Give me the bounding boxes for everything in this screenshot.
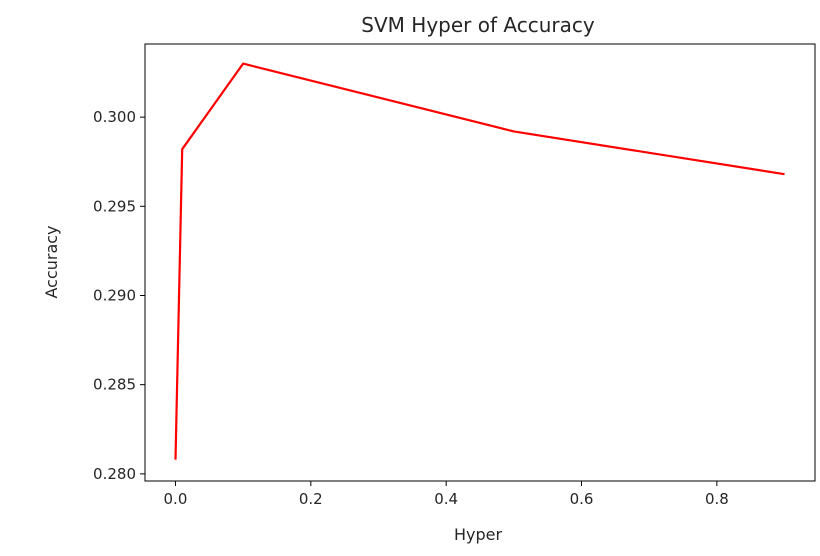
x-tick-label: 0.4 xyxy=(434,490,458,508)
x-axis-label: Hyper xyxy=(454,525,503,544)
x-tick-label: 0.8 xyxy=(705,490,729,508)
chart-title: SVM Hyper of Accuracy xyxy=(361,13,595,37)
y-axis-label: Accuracy xyxy=(42,225,61,298)
x-tick-label: 0.6 xyxy=(570,490,594,508)
series-line-0 xyxy=(174,62,785,460)
x-tick-label: 0.2 xyxy=(299,490,323,508)
y-tick-label: 0.280 xyxy=(93,465,136,483)
y-tick-label: 0.290 xyxy=(93,286,136,304)
x-tick-label: 0.0 xyxy=(164,490,188,508)
y-tick-label: 0.300 xyxy=(93,108,136,126)
plot-area xyxy=(144,43,816,482)
y-tick-label: 0.295 xyxy=(93,197,136,215)
y-tick-label: 0.285 xyxy=(93,376,136,394)
